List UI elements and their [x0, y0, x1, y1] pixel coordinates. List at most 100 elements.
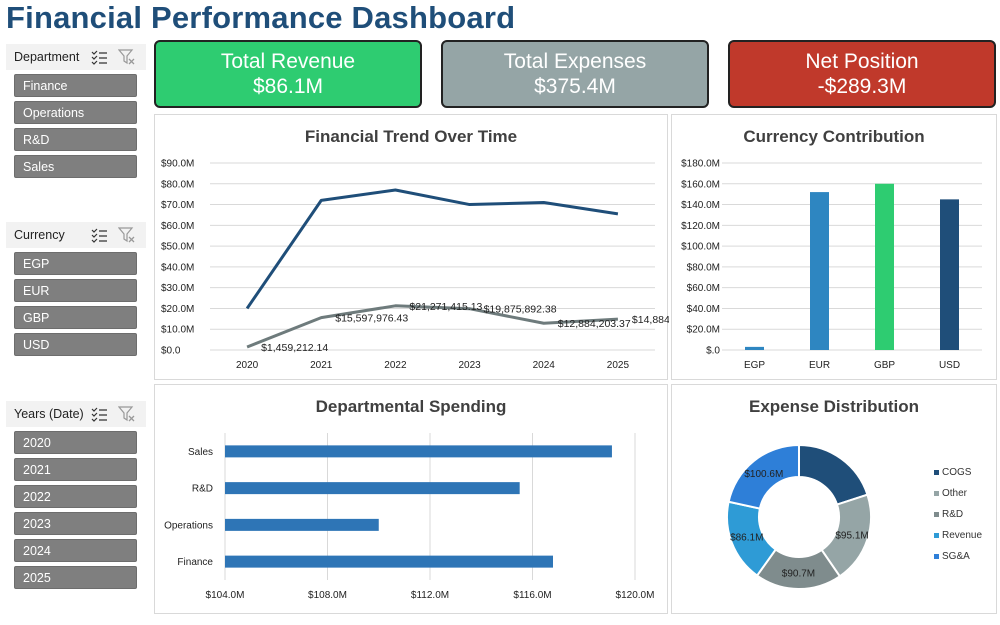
chart-panel-currency[interactable]: $.0 $20.0M $40.0M $60.0M $80.0M $100.0M $120.0…	[671, 114, 997, 380]
slice-label: $90.7M	[782, 568, 815, 579]
currency-chart: $.0 $20.0M $40.0M $60.0M $80.0M $100.0M $120.0…	[681, 159, 982, 371]
y-tick-label: $20.0M	[161, 304, 194, 315]
chart-panel-distribution[interactable]: COGS $95.1M Other $90.7M R&D $86.1M Revenue $10…	[671, 384, 997, 614]
legend-marker	[934, 533, 939, 538]
chart-panel-trend[interactable]: $0.0 $10.0M $20.0M $30.0M $40.0M $50.0M $60.0M…	[154, 114, 669, 380]
y-tick-label: $10.0M	[161, 325, 194, 336]
y-tick-label: $.0	[706, 346, 720, 357]
x-tick-label: $112.0M	[411, 590, 449, 601]
y-tick-label: Finance	[177, 557, 213, 568]
y-tick-label: $80.0M	[687, 262, 720, 273]
clear-filter-icon[interactable]	[118, 226, 136, 244]
slicer-header: Currency	[6, 222, 146, 248]
y-tick-label: $20.0M	[687, 325, 720, 336]
bar	[225, 555, 553, 568]
bar	[225, 518, 379, 531]
bar	[225, 482, 520, 495]
x-tick-label: 2020	[236, 360, 259, 371]
multi-select-icon[interactable]	[90, 405, 108, 423]
legend-marker	[934, 470, 939, 475]
chart-title: Currency Contribution	[743, 127, 925, 146]
slicer-currency: Currency EGP EUR GBP USD	[6, 222, 146, 356]
x-tick-label: EGP	[744, 360, 765, 371]
x-tick-label: $116.0M	[513, 590, 551, 601]
chart-panel-departments[interactable]: $104.0M $108.0M $112.0M $116.0M $120.0M Sales…	[154, 384, 668, 614]
x-tick-label: 2023	[458, 360, 481, 371]
legend-label: SG&A	[942, 551, 970, 562]
chart-title: Departmental Spending	[315, 397, 507, 416]
slicer-item-operations[interactable]: Operations	[14, 101, 137, 124]
x-tick-label: 2025	[607, 360, 630, 371]
slicer-header: Years (Date)	[6, 401, 146, 427]
series-line	[246, 304, 619, 349]
legend-marker	[934, 512, 939, 517]
series-line	[245, 188, 619, 310]
slicer-title: Currency	[14, 228, 65, 242]
slicer-item-rnd[interactable]: R&D	[14, 128, 137, 151]
kpi-card-expenses: Total Expenses $375.4M	[441, 40, 709, 108]
slice-label: $86.1M	[730, 533, 763, 544]
kpi-label: Net Position	[805, 50, 919, 73]
pie-slice	[798, 443, 869, 506]
slicer-item-sales[interactable]: Sales	[14, 155, 137, 178]
slicer-item-2020[interactable]: 2020	[14, 431, 137, 454]
y-tick-label: $40.0M	[161, 262, 194, 273]
bar	[225, 445, 612, 458]
slicer-years: Years (Date) 2020 2021 2022 2023 2024 20…	[6, 401, 146, 589]
legend-label: R&D	[942, 509, 963, 520]
clear-filter-icon[interactable]	[118, 48, 136, 66]
y-tick-label: $60.0M	[687, 283, 720, 294]
pie-slice	[727, 443, 800, 510]
slicer-item-eur[interactable]: EUR	[14, 279, 137, 302]
data-label: $14,884,172.39	[632, 314, 669, 326]
y-tick-label: $100.0M	[681, 242, 720, 253]
y-tick-label: $60.0M	[161, 221, 194, 232]
kpi-label: Total Revenue	[220, 50, 356, 73]
slicer-item-gbp[interactable]: GBP	[14, 306, 137, 329]
y-tick-label: $90.0M	[161, 159, 194, 170]
bar	[810, 192, 829, 350]
legend-label: Other	[942, 488, 968, 499]
bar	[940, 199, 959, 350]
slicer-item-finance[interactable]: Finance	[14, 74, 137, 97]
x-tick-label: GBP	[874, 360, 895, 371]
slicer-item-2023[interactable]: 2023	[14, 512, 137, 535]
slicer-item-2025[interactable]: 2025	[14, 566, 137, 589]
multi-select-icon[interactable]	[90, 226, 108, 244]
y-tick-label: $40.0M	[687, 304, 720, 315]
y-tick-label: Operations	[164, 520, 213, 531]
chart-title: Financial Trend Over Time	[304, 127, 518, 146]
slicer-department: Department Finance Operations R&D Sales	[6, 44, 146, 178]
y-tick-label: $30.0M	[161, 283, 194, 294]
slicer-item-usd[interactable]: USD	[14, 333, 137, 356]
slicer-item-2022[interactable]: 2022	[14, 485, 137, 508]
clear-filter-icon[interactable]	[118, 405, 136, 423]
x-tick-label: EUR	[809, 360, 830, 371]
trend-chart: $0.0 $10.0M $20.0M $30.0M $40.0M $50.0M $60.0M…	[161, 159, 669, 372]
slicer-item-2021[interactable]: 2021	[14, 458, 137, 481]
kpi-value: $86.1M	[252, 75, 324, 98]
department-chart: $104.0M $108.0M $112.0M $116.0M $120.0M Sales…	[164, 433, 655, 601]
x-tick-label: $104.0M	[206, 590, 245, 601]
legend-label: COGS	[942, 467, 972, 478]
y-tick-label: $0.0	[161, 346, 181, 357]
kpi-value: $375.4M	[534, 75, 616, 98]
kpi-label: Total Expenses	[503, 50, 647, 73]
page-title: Financial Performance Dashboard	[6, 0, 516, 35]
data-label: $19,875,892.38	[484, 304, 557, 316]
x-tick-label: $108.0M	[308, 590, 347, 601]
kpi-card-net: Net Position -$289.3M	[728, 40, 996, 108]
multi-select-icon[interactable]	[90, 48, 108, 66]
y-tick-label: $180.0M	[681, 159, 720, 170]
slicer-item-egp[interactable]: EGP	[14, 252, 137, 275]
slicer-title: Years (Date)	[14, 407, 84, 421]
x-tick-label: $120.0M	[616, 590, 655, 601]
bar	[745, 346, 764, 350]
y-tick-label: $160.0M	[681, 179, 720, 190]
data-label: $15,597,976.43	[335, 313, 408, 325]
slicer-item-2024[interactable]: 2024	[14, 539, 137, 562]
slice-label: $95.1M	[835, 530, 868, 541]
slicer-title: Department	[14, 50, 80, 64]
y-tick-label: $140.0M	[681, 200, 720, 211]
distribution-chart: COGS $95.1M Other $90.7M R&D $86.1M Revenue $10…	[726, 443, 982, 590]
